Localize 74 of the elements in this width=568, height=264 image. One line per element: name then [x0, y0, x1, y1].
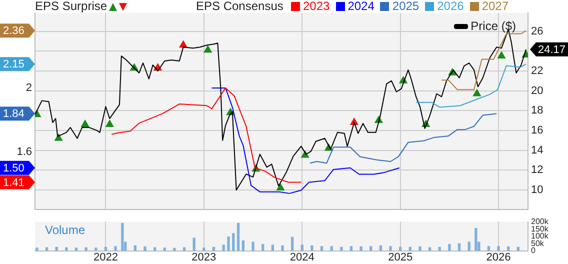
y-tick-label: 1.6: [16, 146, 32, 158]
bar: [330, 246, 333, 251]
bar: [448, 244, 451, 251]
y2-tick-label: 14: [531, 144, 544, 156]
bar: [468, 242, 470, 251]
bar: [236, 222, 240, 251]
bar: [310, 245, 314, 251]
y2-tick-label: 22: [531, 64, 544, 77]
bar: [350, 246, 353, 251]
bar: [271, 244, 274, 251]
text: 24.17: [538, 44, 566, 56]
text: 2.15: [3, 58, 24, 71]
text: 1.84: [3, 108, 24, 120]
bar: [252, 242, 254, 251]
text: 2.36: [3, 25, 24, 38]
bar: [300, 244, 304, 251]
bar: [222, 244, 225, 251]
point: [498, 52, 506, 59]
point: [204, 46, 212, 53]
bar: [121, 222, 124, 251]
text: 1.41: [3, 176, 24, 189]
y2-tick-label: 0: [531, 246, 536, 256]
bar: [227, 236, 230, 251]
y2-tick-label: 200k: [531, 217, 550, 226]
y2-tick-label: 18: [531, 104, 544, 117]
x-tick-label: 2026: [486, 251, 511, 264]
bar: [281, 245, 284, 251]
bar: [458, 243, 461, 251]
legend-label: Price ($): [470, 19, 516, 33]
legend-label: 2025: [392, 0, 420, 13]
x-tick-label: 2024: [290, 251, 314, 264]
y2-tick-label: 12: [531, 164, 544, 176]
point: [81, 120, 90, 127]
chart-title: Volume: [45, 223, 86, 238]
legend-label: 2027: [482, 0, 509, 13]
bar: [192, 238, 196, 251]
bar: [84, 247, 88, 251]
bar: [320, 246, 324, 251]
y2-tick-label: 10: [531, 184, 544, 196]
bar: [114, 246, 117, 251]
x-tick-label: 2022: [93, 251, 118, 264]
x-tick-label: 2023: [192, 251, 216, 264]
y2-tick-label: 26: [531, 25, 544, 38]
bar: [389, 246, 392, 251]
bar: [232, 233, 235, 251]
legend-label: 2023: [303, 0, 330, 13]
y2-tick-label: 150k: [531, 224, 550, 234]
legend-label: 2024: [348, 0, 374, 13]
point: [472, 89, 481, 96]
point: [54, 134, 63, 141]
y-tick-label: 2: [26, 82, 32, 94]
bar: [144, 246, 146, 251]
bar: [173, 248, 176, 251]
y2-tick-label: 100k: [531, 232, 550, 241]
bar: [360, 246, 362, 251]
bar: [36, 248, 38, 251]
annotation: EPS Consensus: [196, 0, 284, 13]
text: 1.50: [3, 162, 24, 174]
bar: [497, 246, 500, 251]
bar: [418, 246, 422, 251]
annotation: EPS Surprise: [35, 0, 108, 13]
y2-tick-label: 20: [531, 84, 544, 97]
point: [106, 120, 114, 127]
x-tick-label: 2025: [388, 251, 413, 264]
y2-tick-label: 16: [531, 124, 544, 136]
y2-tick-label: 50k: [531, 238, 545, 248]
bar: [487, 246, 490, 251]
bar: [370, 246, 372, 251]
point: [276, 183, 284, 190]
bar: [474, 228, 478, 251]
bar: [290, 236, 294, 251]
legend-label: 2026: [437, 0, 464, 13]
bar: [65, 247, 68, 251]
point: [179, 40, 188, 48]
